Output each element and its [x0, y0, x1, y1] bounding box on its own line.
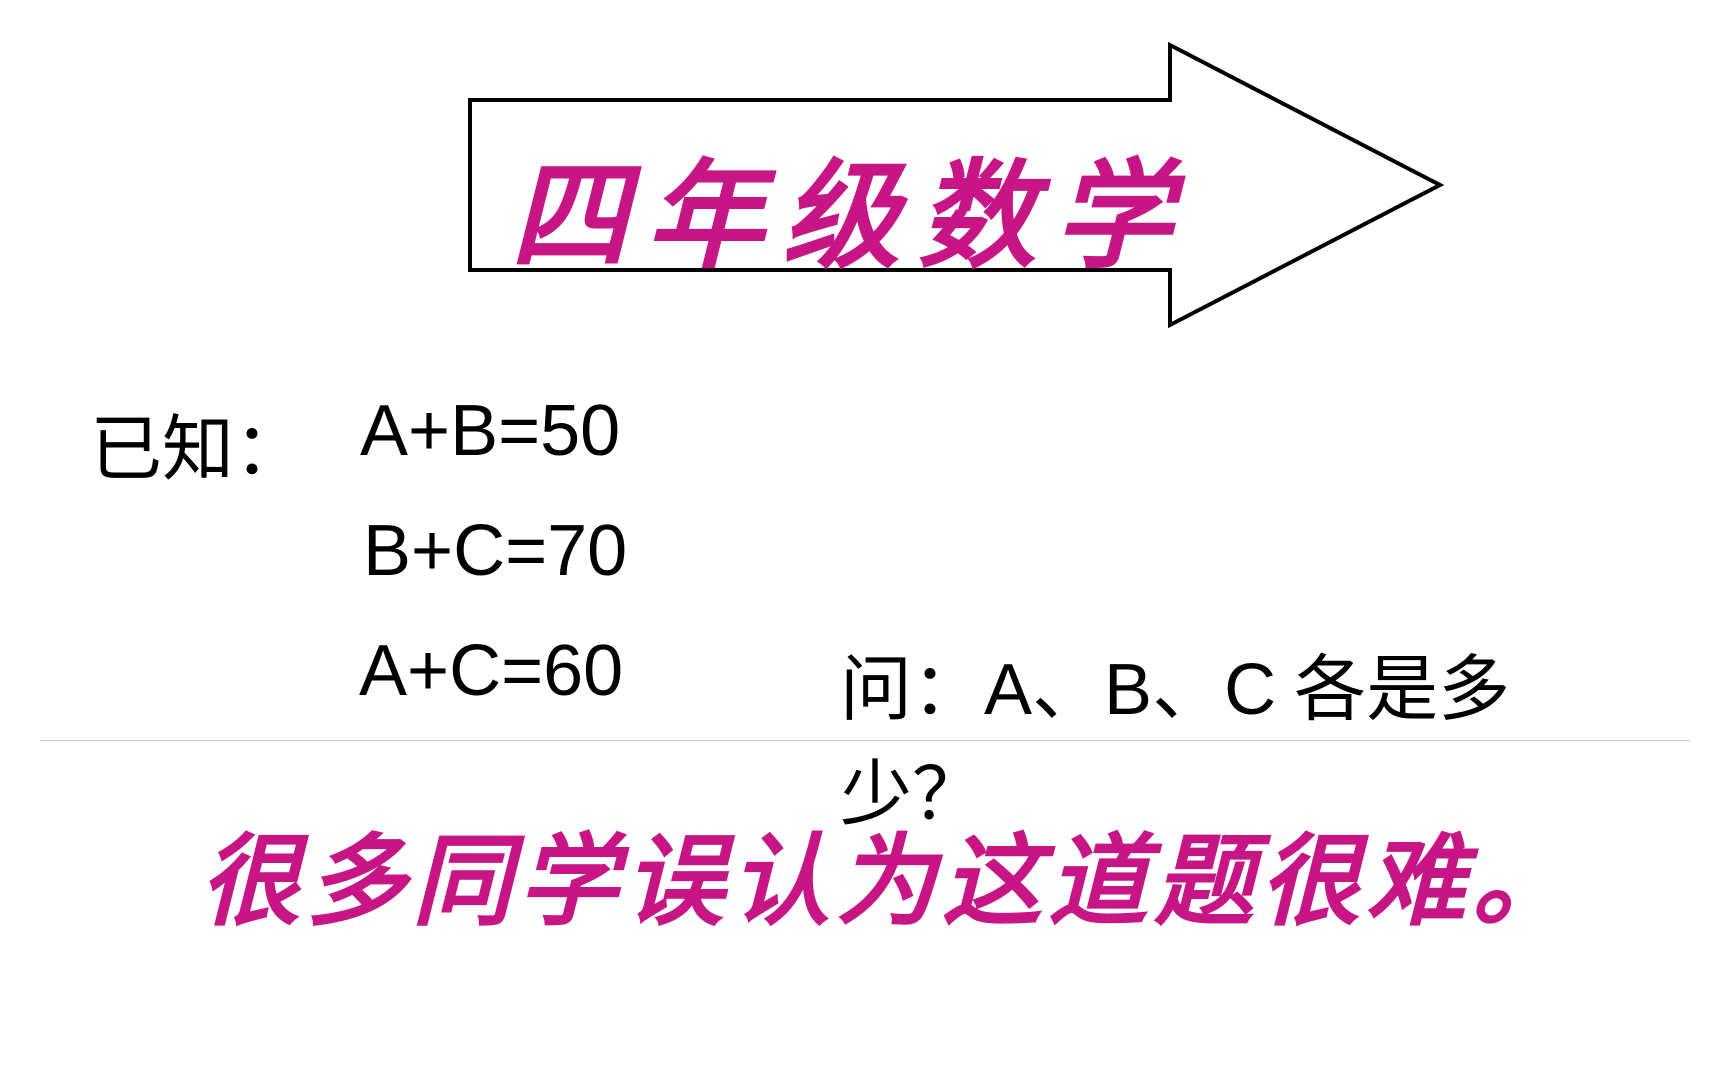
equation-3: A+C=60	[359, 630, 623, 712]
question-prefix: 问：	[840, 650, 984, 730]
divider	[40, 740, 1690, 741]
equation-1: A+B=50	[360, 390, 620, 472]
question-variables: A、B、C	[984, 650, 1276, 730]
given-label: 已知：	[90, 390, 306, 495]
page-title: 四年级数学	[510, 120, 1190, 291]
title-arrow-container: 四年级数学	[460, 40, 1450, 330]
equation-2: B+C=70	[363, 510, 627, 592]
comment-text: 很多同学误认为这道题很难。	[200, 800, 1578, 945]
